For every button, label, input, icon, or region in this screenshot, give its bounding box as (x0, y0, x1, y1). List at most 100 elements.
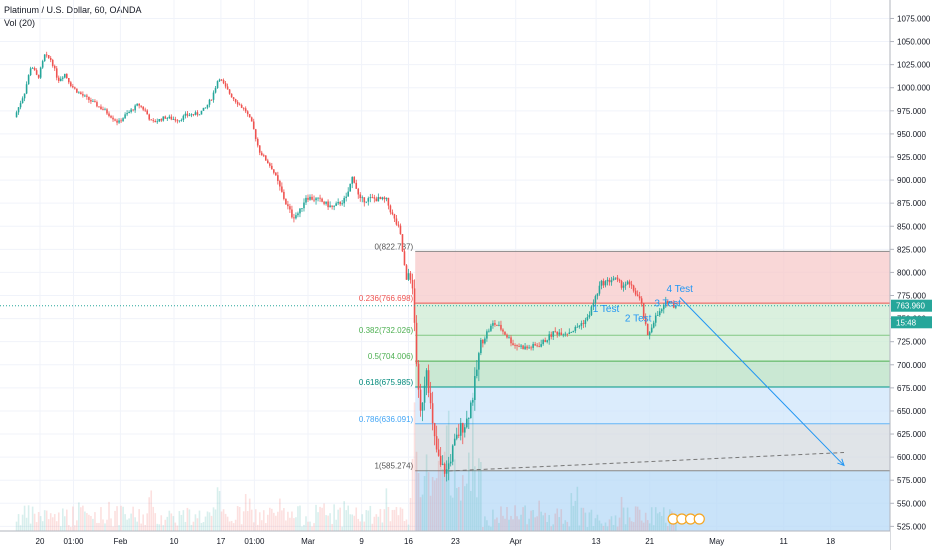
volume-bar (502, 515, 504, 531)
candle-body (43, 54, 46, 62)
candle-body (281, 186, 283, 192)
test-annotation[interactable]: 2 Test (625, 313, 652, 324)
volume-bar (248, 498, 251, 531)
volume-bar (92, 518, 94, 531)
candle-body (72, 86, 74, 88)
fibonacci-retracement[interactable]: 0(822.737) 0.236(766.698) 0.382(732.026) 0.… (359, 242, 890, 531)
symbol-title[interactable]: Platinum / U.S. Dollar, 60, OANDA (4, 5, 142, 15)
volume-bar (192, 521, 195, 531)
volume-bar (242, 511, 245, 531)
event-marker-icon[interactable] (693, 513, 705, 525)
volume-bar (279, 498, 281, 531)
volume-bar (114, 510, 116, 531)
candle-body (363, 197, 366, 203)
volume-bar (540, 511, 542, 531)
candle-body (461, 423, 464, 433)
candle-body (624, 284, 627, 286)
volume-bar (351, 514, 354, 531)
candle-body (361, 197, 364, 199)
volume-bar (244, 494, 247, 531)
volume-bar (323, 503, 325, 531)
volume-bar (321, 507, 323, 531)
candle-body (610, 280, 613, 283)
candle-body (279, 180, 281, 187)
candle-body (351, 177, 354, 184)
candle-body (325, 201, 327, 204)
test-annotation[interactable]: 1 Test (593, 304, 620, 315)
candle-body (331, 205, 333, 207)
candle-body (453, 438, 456, 446)
volume-bar (381, 522, 384, 531)
volume-bar (441, 469, 444, 531)
volume-bar (98, 522, 100, 531)
volume-bar (327, 515, 329, 531)
candle-body (409, 273, 412, 280)
volume-bar (31, 506, 34, 531)
candle-body (210, 99, 213, 101)
candle-body (562, 334, 565, 336)
volume-bar (104, 523, 106, 531)
candle-body (53, 65, 56, 69)
volume-bar (142, 514, 144, 531)
candle-body (516, 345, 518, 347)
candle-body (417, 363, 420, 390)
price-tick-label: 650.000 (897, 407, 926, 416)
volume-bar (295, 517, 297, 531)
volume-bar (367, 510, 370, 531)
volume-bar (552, 524, 555, 531)
volume-bar (27, 505, 30, 531)
candle-body (309, 196, 311, 200)
volume-bar (43, 510, 46, 531)
time-axis[interactable]: 20 01:00 Feb 10 17 01:00 Mar 9 16 23 Apr 13 21 May 11 1… (0, 530, 890, 550)
candle-body (128, 111, 130, 114)
volume-bar (238, 506, 241, 531)
current-price-tag[interactable] (891, 299, 932, 312)
candle-body (385, 197, 388, 200)
countdown-label: 15:48 (896, 318, 917, 327)
volume-bar (415, 451, 418, 531)
candle-body (264, 155, 267, 161)
volume-bar (76, 520, 78, 531)
test-annotation[interactable]: 3 Test (654, 299, 681, 310)
candle-body (397, 224, 400, 226)
candle-body (15, 112, 18, 118)
volume-bar (476, 497, 478, 531)
candle-body (534, 344, 536, 346)
candle-body (45, 54, 48, 56)
candle-body (632, 285, 635, 291)
price-axis[interactable]: 525.000 550.000 575.000 600.000 625.000 650.0… (889, 0, 932, 550)
candle-body (208, 99, 211, 105)
candle-body (94, 101, 96, 103)
volume-bar (365, 510, 368, 531)
time-axis-background (0, 531, 890, 550)
volume-bar (516, 516, 518, 531)
volume-indicator-label[interactable]: Vol (20) (4, 18, 36, 28)
test-annotation[interactable]: 4 Test (666, 284, 693, 295)
volume-bar (433, 480, 436, 531)
volume-bar (437, 460, 440, 531)
volume-bar (383, 509, 386, 531)
volume-bar (70, 526, 72, 531)
candle-body (510, 337, 512, 344)
volume-bar (206, 511, 209, 531)
candle-body (506, 334, 508, 338)
price-tick-label: 625.000 (897, 430, 926, 439)
volume-bar (68, 525, 70, 531)
candle-body (371, 197, 374, 199)
candle-body (669, 301, 671, 303)
volume-bar (204, 516, 207, 531)
volume-bar (544, 512, 546, 531)
candle-body (246, 111, 249, 115)
candle-body (162, 116, 165, 121)
candle-body (287, 204, 289, 207)
volume-bar (468, 452, 470, 531)
volume-bar (132, 506, 134, 531)
candle-body (407, 273, 410, 280)
dashed-trendline[interactable] (448, 452, 845, 472)
candle-body (166, 118, 169, 119)
trend-arrow-line[interactable] (679, 297, 845, 466)
volume-bar (343, 501, 345, 531)
volume-bar (385, 488, 388, 531)
